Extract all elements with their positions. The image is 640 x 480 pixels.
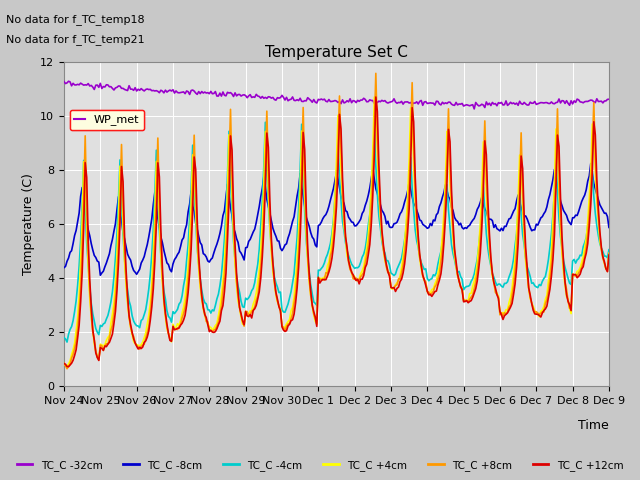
Legend: WP_met: WP_met [70,110,144,130]
Text: No data for f_TC_temp18: No data for f_TC_temp18 [6,14,145,25]
Legend: TC_C -32cm, TC_C -8cm, TC_C -4cm, TC_C +4cm, TC_C +8cm, TC_C +12cm: TC_C -32cm, TC_C -8cm, TC_C -4cm, TC_C +… [13,456,627,475]
Title: Temperature Set C: Temperature Set C [265,45,408,60]
Text: No data for f_TC_temp21: No data for f_TC_temp21 [6,34,145,45]
X-axis label: Time: Time [578,419,609,432]
Y-axis label: Temperature (C): Temperature (C) [22,173,35,275]
